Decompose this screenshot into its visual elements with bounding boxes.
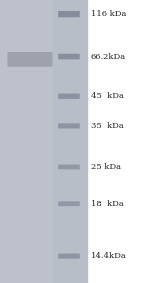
- FancyBboxPatch shape: [58, 254, 80, 259]
- Text: 25 kDa: 25 kDa: [91, 163, 121, 171]
- FancyBboxPatch shape: [58, 11, 80, 17]
- FancyBboxPatch shape: [58, 54, 80, 59]
- FancyBboxPatch shape: [8, 52, 52, 67]
- FancyBboxPatch shape: [58, 93, 80, 99]
- FancyBboxPatch shape: [58, 123, 80, 128]
- Text: 66.2kDa: 66.2kDa: [91, 53, 126, 61]
- Bar: [0, 0, 52, 283]
- Text: 18  kDa: 18 kDa: [91, 200, 123, 208]
- FancyBboxPatch shape: [58, 201, 80, 206]
- Text: 35  kDa: 35 kDa: [91, 122, 123, 130]
- Text: 45  kDa: 45 kDa: [91, 92, 124, 100]
- Bar: [0, 0, 87, 283]
- Text: 14.4kDa: 14.4kDa: [91, 252, 126, 260]
- FancyBboxPatch shape: [58, 165, 80, 169]
- Text: 116 kDa: 116 kDa: [91, 10, 126, 18]
